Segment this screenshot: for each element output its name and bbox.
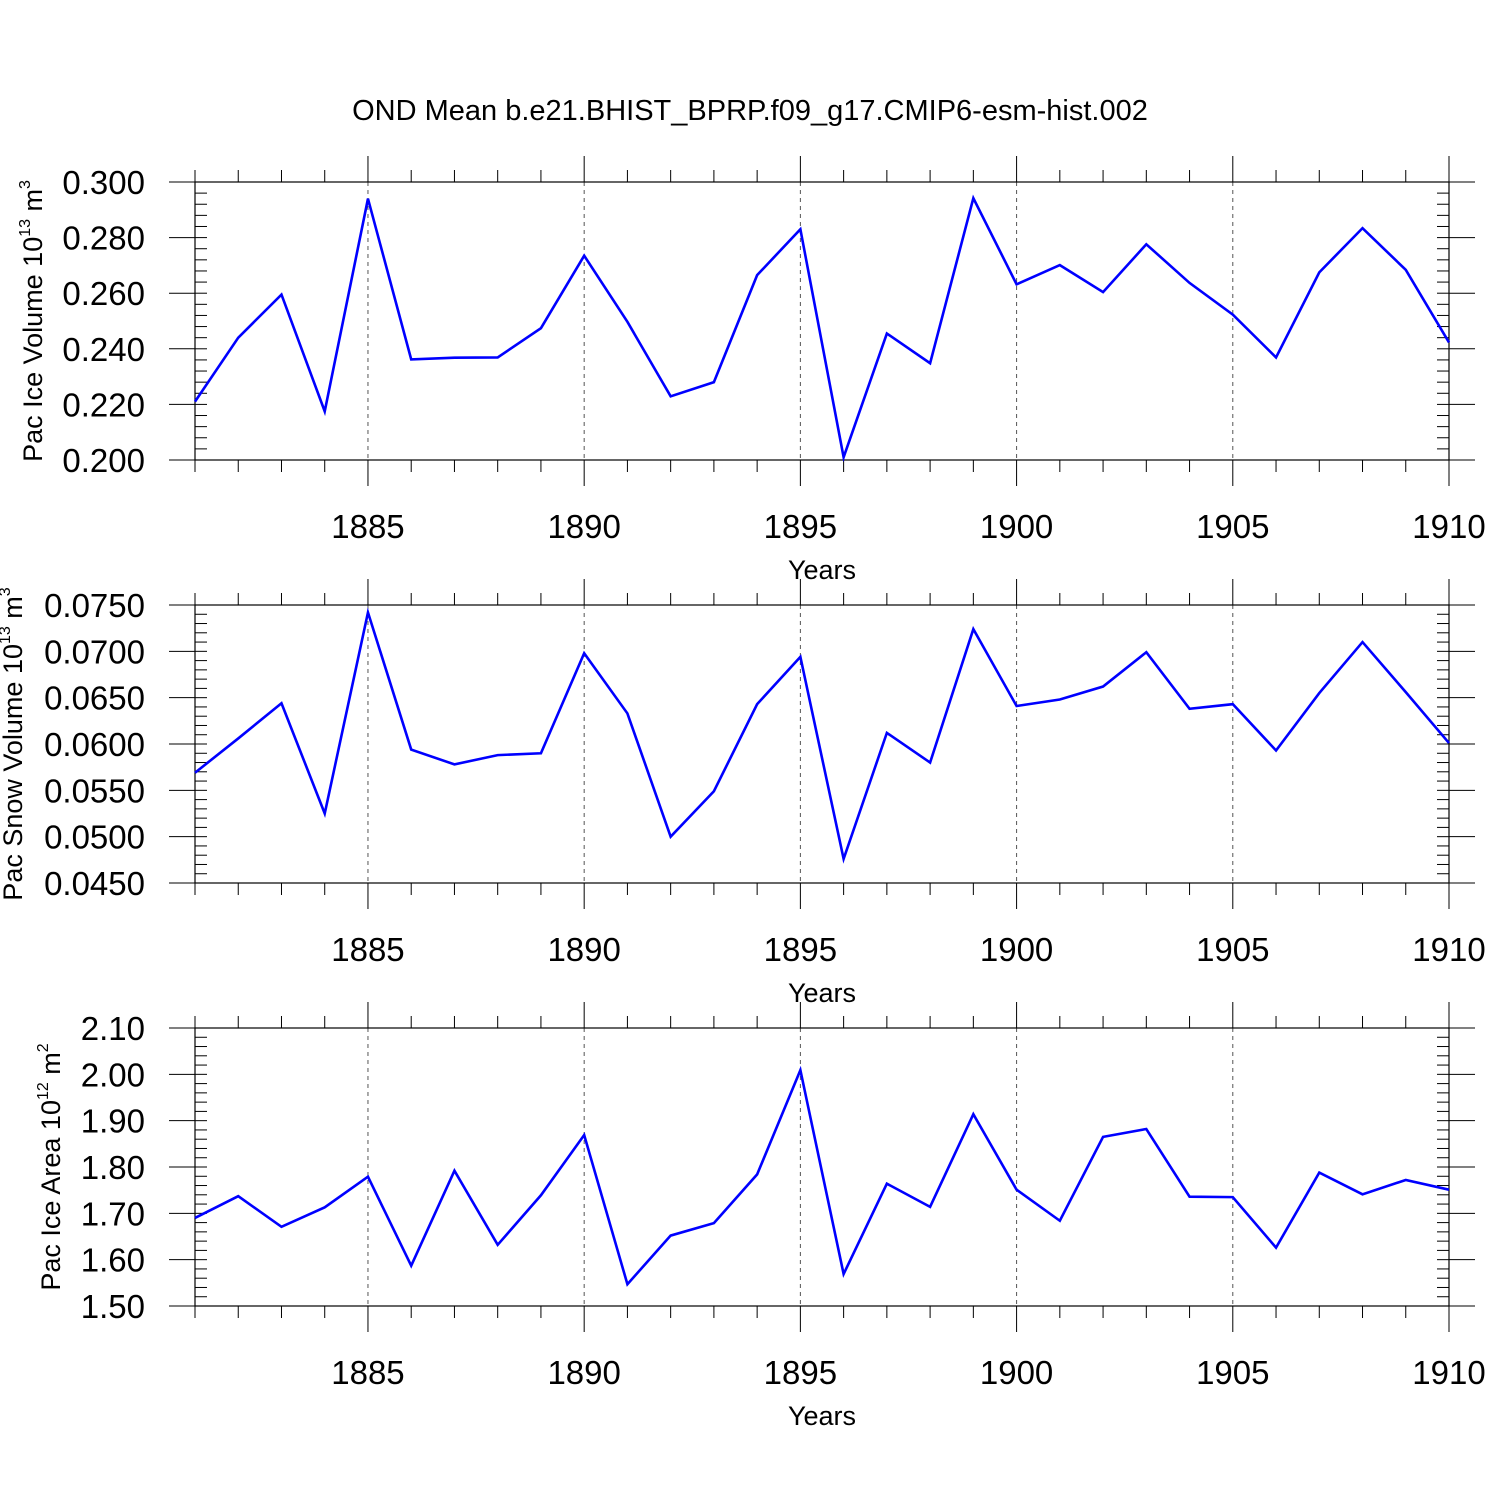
x-tick-label: 1885 [331,931,404,968]
x-tick-label: 1910 [1412,931,1485,968]
x-tick-label: 1885 [331,1354,404,1391]
y-axis-label-text: Pac Ice Volume 10 [18,237,48,462]
series-line [194,1065,1450,1287]
y-axis-label-text: m [18,189,48,219]
y-tick-label: 0.300 [62,164,145,201]
x-tick-label: 1890 [547,931,620,968]
y-axis-label-text: m [36,1052,66,1082]
series-line [194,607,1450,864]
y-tick-label: 2.00 [81,1056,145,1093]
x-tick-label: 1905 [1196,508,1269,545]
x-tick-label: 1890 [547,1354,620,1391]
plot-frame [194,181,1450,461]
y-axis-label-superscript: 3 [0,587,14,596]
panels: 0.300 0.280 0.260 0.240 0.220 0.200 1885 1890 18… [0,156,1486,1431]
y-axis-label-text: Pac Snow Volume 10 [0,644,28,901]
panel-1: 0.300 0.280 0.260 0.240 0.220 0.200 1885 1890 18… [17,156,1486,585]
x-tick-label: 1885 [331,508,404,545]
x-tick-label: 1895 [764,931,837,968]
y-axis-label-superscript: 12 [35,1082,52,1100]
y-tick-label: 0.0550 [44,772,145,809]
x-tick-label: 1910 [1412,1354,1485,1391]
y-axis-label: Pac Ice Area 1012 m2 [35,1043,66,1290]
y-tick-label: 1.70 [81,1195,145,1232]
plot-frame [194,604,1450,884]
y-axis-label-text: Pac Ice Area 10 [36,1100,66,1291]
x-tick-label: 1895 [764,1354,837,1391]
x-axis-label: Years [788,1401,856,1431]
x-tick-label: 1910 [1412,508,1485,545]
x-tick-label: 1900 [980,508,1053,545]
y-tick-label: 0.0600 [44,726,145,763]
y-tick-label: 1.60 [81,1242,145,1279]
y-tick-label: 0.260 [62,275,145,312]
series-line [193,194,1451,463]
panel-2: 0.0750 0.0700 0.0650 0.0600 0.0550 0.0500 0.04… [0,579,1486,1008]
y-axis-label-superscript: 13 [17,219,34,237]
y-tick-label: 2.10 [81,1010,145,1047]
y-axis-label: Pac Ice Volume 1013 m3 [17,180,48,462]
y-tick-label: 0.220 [62,386,145,423]
x-tick-label: 1900 [980,931,1053,968]
y-axis-label-text: m [0,596,28,626]
x-axis-label: Years [788,978,856,1008]
y-tick-label: 0.0700 [44,633,145,670]
y-tick-label: 0.0450 [44,865,145,902]
y-tick-label: 0.0750 [44,587,145,624]
chart-title: OND Mean b.e21.BHIST_BPRP.f09_g17.CMIP6-… [352,95,1148,127]
y-tick-label: 0.280 [62,220,145,257]
y-axis-label: Pac Snow Volume 1013 m3 [0,587,28,900]
panel-3: 2.10 2.00 1.90 1.80 1.70 1.60 1.50 1885 1890 1895… [35,1002,1486,1431]
y-tick-label: 1.50 [81,1288,145,1325]
x-axis-label: Years [788,555,856,585]
y-axis-label-superscript: 13 [0,626,14,644]
x-tick-label: 1895 [764,508,837,545]
y-tick-label: 0.0650 [44,680,145,717]
x-tick-label: 1905 [1196,1354,1269,1391]
y-tick-label: 1.90 [81,1103,145,1140]
y-axis-label-superscript: 3 [17,180,34,189]
x-tick-label: 1900 [980,1354,1053,1391]
y-tick-label: 0.240 [62,331,145,368]
y-tick-label: 0.0500 [44,819,145,856]
y-tick-label: 0.200 [62,442,145,479]
y-tick-label: 1.80 [81,1149,145,1186]
y-axis-label-superscript: 2 [35,1043,52,1052]
x-tick-label: 1890 [547,508,620,545]
x-tick-label: 1905 [1196,931,1269,968]
